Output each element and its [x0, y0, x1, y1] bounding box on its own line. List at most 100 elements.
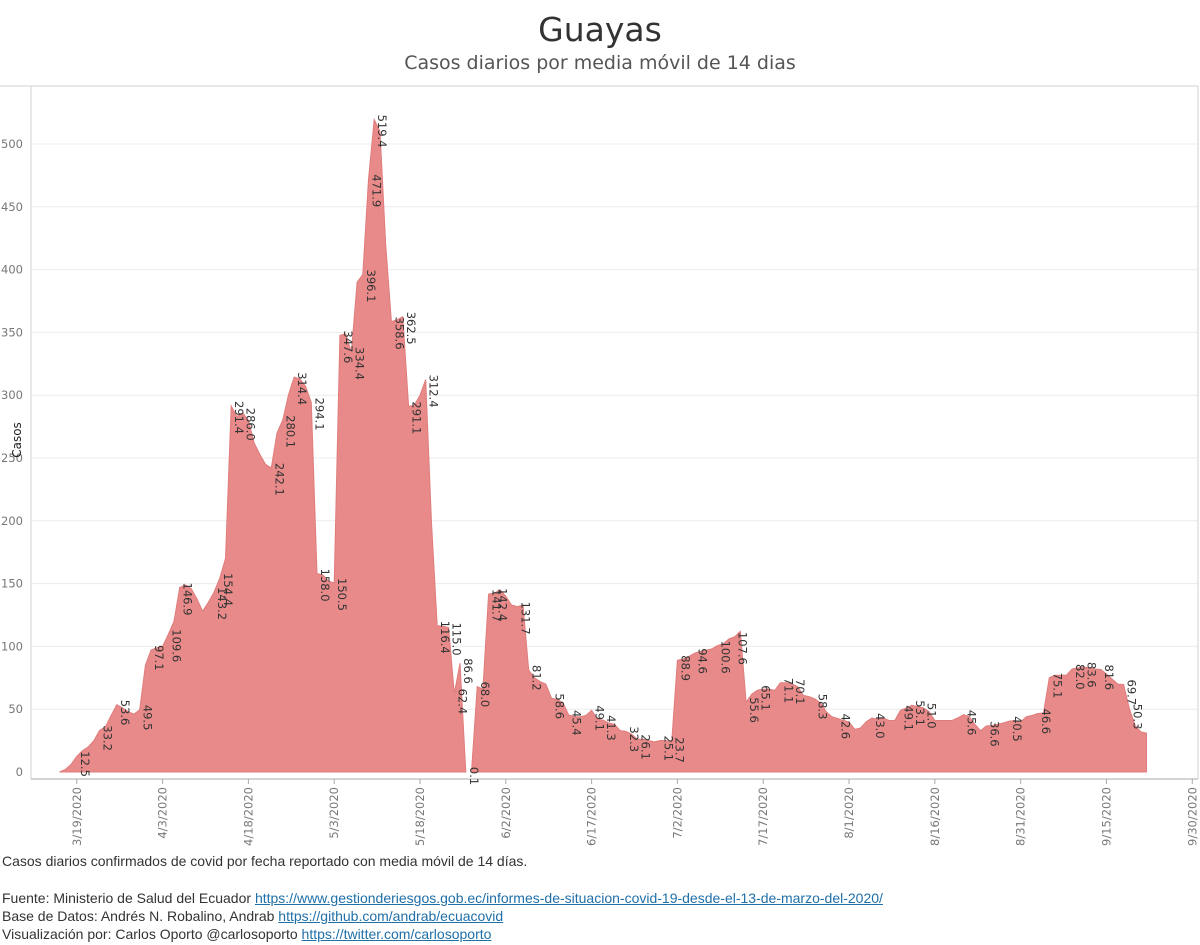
data-label: 396.1 — [364, 270, 378, 303]
data-label: 150.5 — [335, 578, 349, 611]
footer-source: Fuente: Ministerio de Salud del Ecuador … — [2, 890, 883, 906]
data-label: 291.1 — [410, 401, 424, 434]
data-label: 82.0 — [1073, 664, 1087, 690]
data-label: 62.4 — [455, 689, 469, 715]
y-tick-label: 150 — [1, 577, 23, 591]
data-label: 40.5 — [1010, 716, 1024, 742]
data-label: 358.6 — [392, 317, 406, 350]
data-label: 43.0 — [873, 713, 887, 739]
data-label: 25.1 — [661, 736, 675, 762]
x-tick-label: 5/18/2020 — [413, 787, 427, 846]
x-tick-label: 9/30/2020 — [1185, 787, 1199, 846]
data-label: 83.6 — [1085, 662, 1099, 688]
data-label: 41.3 — [604, 715, 618, 741]
data-label: 58.3 — [816, 694, 830, 720]
data-label: 55.6 — [747, 697, 761, 723]
area-chart: 0 50 100 150 200 250 300 350 400 450 500 3/19/2020… — [0, 85, 1199, 846]
x-tick-label: 7/2/2020 — [670, 787, 684, 839]
viz-label: Visualización por: Carlos Oporto @carlos… — [2, 926, 302, 942]
data-label: 94.6 — [696, 648, 710, 674]
database-link[interactable]: https://github.com/andrab/ecuacovid — [278, 908, 504, 924]
data-label: 0.1 — [467, 767, 481, 785]
data-label: 33.2 — [101, 725, 115, 751]
data-label: 143.2 — [215, 587, 229, 620]
y-tick-label: 450 — [1, 200, 23, 214]
data-label: 109.6 — [169, 629, 183, 662]
y-axis: 0 50 100 150 200 250 300 350 400 450 500 — [1, 137, 23, 779]
x-tick-label: 3/19/2020 — [70, 787, 84, 846]
x-tick-label: 6/17/2020 — [585, 787, 599, 846]
y-axis-label: Casos — [10, 422, 24, 458]
data-label: 49.1 — [593, 705, 607, 731]
data-label: 71.1 — [781, 678, 795, 704]
data-label: 53.6 — [118, 700, 132, 726]
data-label: 36.6 — [987, 721, 1001, 747]
y-tick-label: 300 — [1, 388, 23, 402]
data-label: 58.6 — [553, 693, 567, 719]
source-link[interactable]: https://www.gestionderiesgos.gob.ec/info… — [254, 890, 883, 906]
y-tick-label: 250 — [1, 451, 23, 465]
data-label: 115.0 — [450, 623, 464, 656]
data-label: 51.0 — [924, 703, 938, 729]
data-label: 519.4 — [375, 115, 389, 148]
data-label: 45.4 — [570, 710, 584, 736]
data-label: 86.6 — [461, 658, 475, 684]
data-label: 242.1 — [272, 463, 286, 496]
data-label: 49.1 — [902, 705, 916, 731]
x-tick-label: 7/17/2020 — [756, 787, 770, 846]
data-label: 46.6 — [1039, 709, 1053, 735]
data-label: 280.1 — [284, 415, 298, 448]
y-tick-label: 400 — [1, 263, 23, 277]
footer-visualization: Visualización por: Carlos Oporto @carlos… — [2, 926, 491, 942]
data-label: 100.6 — [719, 641, 733, 674]
chart-title: Guayas — [538, 10, 662, 49]
data-label: 291.4 — [232, 401, 246, 434]
data-label: 42.6 — [839, 714, 853, 740]
data-label: 53.1 — [913, 700, 927, 726]
data-label: 70.1 — [793, 679, 807, 705]
data-label: 32.3 — [627, 726, 641, 752]
data-label: 142.4 — [495, 588, 509, 621]
data-label: 146.9 — [181, 583, 195, 616]
x-tick-label: 5/3/2020 — [327, 787, 341, 839]
data-label: 314.4 — [295, 372, 309, 405]
x-tick-label: 8/31/2020 — [1014, 787, 1028, 846]
x-tick-label: 8/16/2020 — [928, 787, 942, 846]
area-fill — [59, 117, 467, 773]
data-label: 116.4 — [438, 621, 452, 654]
y-tick-label: 500 — [1, 137, 23, 151]
x-tick-label: 9/15/2020 — [1100, 787, 1114, 846]
data-label: 65.1 — [759, 685, 773, 711]
data-label: 294.1 — [312, 398, 326, 431]
chart-subtitle: Casos diarios por media móvil de 14 dias — [404, 52, 796, 74]
data-label: 68.0 — [478, 682, 492, 708]
x-tick-label: 8/1/2020 — [842, 787, 856, 839]
x-axis: 3/19/2020 4/3/2020 4/18/2020 5/3/2020 5/18/2… — [70, 779, 1199, 846]
data-label: 69.7 — [1125, 680, 1139, 706]
data-label: 158.0 — [318, 569, 332, 602]
data-label: 334.4 — [352, 347, 366, 380]
y-tick-label: 0 — [16, 765, 23, 779]
grid-lines — [31, 143, 1198, 710]
y-tick-label: 200 — [1, 514, 23, 528]
data-label: 131.7 — [518, 602, 532, 635]
footer-description: Casos diarios confirmados de covid por f… — [2, 853, 528, 869]
x-tick-label: 4/18/2020 — [241, 787, 255, 846]
x-tick-label: 6/2/2020 — [499, 787, 513, 839]
data-label: 471.9 — [370, 174, 384, 207]
data-label: 49.5 — [141, 705, 155, 731]
x-tick-label: 4/3/2020 — [156, 787, 170, 839]
area-fill — [470, 589, 1147, 773]
data-label: 50.3 — [1130, 704, 1144, 730]
viz-link[interactable]: https://twitter.com/carlosoporto — [301, 926, 492, 942]
footer-database: Base de Datos: Andrés N. Robalino, Andra… — [2, 908, 503, 924]
data-label: 362.5 — [404, 312, 418, 345]
data-label: 45.6 — [965, 710, 979, 736]
data-label: 81.2 — [530, 665, 544, 691]
plot-frame — [0, 85, 1199, 780]
data-label: 75.1 — [1050, 673, 1064, 699]
data-labels: 12.5 33.253.6 49.5 97.1 109.6 146.9 143.2154.4… — [78, 115, 1145, 786]
y-tick-label: 350 — [1, 325, 23, 339]
data-label: 154.4 — [221, 573, 235, 606]
data-label: 81.6 — [1102, 665, 1116, 691]
